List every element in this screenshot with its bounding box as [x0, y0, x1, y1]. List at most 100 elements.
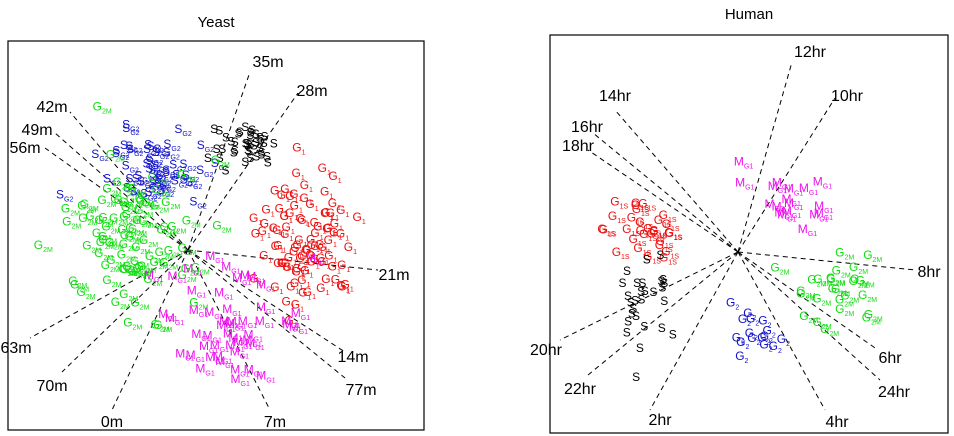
yeast-point: S	[231, 135, 239, 149]
human-point: G2	[736, 335, 749, 351]
yeast-point: G2M	[125, 221, 144, 237]
yeast-point: G1	[272, 223, 285, 239]
human-point: S	[619, 276, 627, 290]
human-point: G2	[745, 326, 758, 342]
yeast-point: MG1	[203, 329, 222, 345]
human-point: MG1	[814, 199, 833, 215]
human-point: S	[638, 276, 646, 290]
human-point: S	[631, 293, 639, 307]
human-ray-label-22hr: 22hr	[564, 381, 597, 398]
yeast-point: G2M	[130, 254, 149, 270]
yeast-point: SG2	[134, 169, 151, 185]
yeast-point: G1	[326, 206, 339, 222]
yeast-ray-35m	[187, 71, 251, 251]
human-point: S	[658, 321, 666, 335]
human-point: MG1	[735, 176, 754, 192]
human-point: MG1	[798, 222, 817, 238]
human-point: MG1	[765, 197, 784, 213]
yeast-point: MG1	[306, 251, 325, 267]
yeast-point: S	[246, 128, 254, 142]
yeast-points: G1G1G1G1G1G1G1G1G1G1G1G1G1G1G1G1G1G1G1G1…	[34, 99, 366, 387]
human-point: MG1	[782, 192, 801, 208]
yeast-point: SG2	[154, 172, 171, 188]
yeast-point: S	[260, 136, 268, 150]
yeast-point: G2M	[114, 193, 133, 209]
yeast-point: G1	[315, 237, 328, 253]
human-point: S	[623, 325, 631, 339]
yeast-point: G2M	[132, 213, 151, 229]
human-point: G2	[757, 331, 770, 347]
yeast-point: G2M	[124, 262, 143, 278]
human-point: G2M	[862, 310, 881, 326]
yeast-point: G1	[321, 206, 334, 222]
yeast-point: G1	[302, 243, 315, 259]
yeast-point: G1	[282, 294, 295, 310]
human-point: G1S	[597, 222, 615, 238]
yeast-point: G1	[259, 249, 272, 265]
human-ray-label-8hr: 8hr	[917, 264, 941, 281]
yeast-point: G1	[295, 251, 308, 267]
yeast-point: G1	[291, 297, 304, 313]
human-point: G2M	[828, 281, 847, 297]
human-ray-2hr	[649, 251, 739, 411]
human-point: G2	[726, 296, 739, 312]
yeast-point: G1	[320, 184, 333, 200]
yeast-point: G1	[297, 273, 310, 289]
human-point: MG1	[784, 196, 803, 212]
yeast-point: SG2	[149, 176, 166, 192]
yeast-point: S	[230, 146, 238, 160]
yeast-point: G2M	[156, 222, 175, 238]
yeast-point: G2M	[109, 211, 128, 227]
yeast-point: MG1	[168, 269, 187, 285]
yeast-point: MG1	[175, 347, 194, 363]
yeast-point: SG2	[197, 138, 214, 154]
yeast-point: S	[213, 142, 221, 156]
human-ray-label-2hr: 2hr	[648, 412, 672, 429]
human-point: MG1	[772, 200, 791, 216]
yeast-point: G2M	[121, 200, 140, 216]
yeast-point: G2M	[93, 99, 112, 115]
yeast-point: MG1	[230, 344, 249, 360]
yeast-point: G2M	[137, 259, 156, 275]
yeast-point: MG1	[216, 318, 235, 334]
human-point: G1S	[636, 223, 654, 239]
human-point: G2	[743, 306, 756, 322]
human-point: MG1	[784, 181, 803, 197]
yeast-point: SG2	[125, 172, 142, 188]
human-point: G1S	[655, 238, 673, 254]
human-point: G2	[760, 329, 773, 345]
yeast-point: G2M	[85, 209, 104, 225]
yeast-ray-70m	[61, 249, 189, 373]
yeast-point: G1	[344, 240, 357, 256]
human-point: G2M	[840, 289, 859, 305]
yeast-point: G1	[270, 183, 283, 199]
human-point: G2	[735, 349, 748, 365]
human-ray-20hr	[559, 251, 739, 341]
human-point: G1S	[632, 202, 650, 218]
human-point: S	[636, 341, 644, 355]
yeast-point: SG2	[162, 163, 179, 179]
yeast-point: S	[246, 151, 254, 165]
yeast-point: G1	[328, 196, 341, 212]
yeast-point: G1	[289, 187, 302, 203]
human-point: G1S	[647, 227, 665, 243]
human-point: G2M	[850, 272, 869, 288]
human-ray-22hr	[587, 251, 739, 376]
yeast-point: MG1	[144, 268, 163, 284]
yeast-point: S	[250, 138, 258, 152]
human-point: G2	[759, 337, 772, 353]
human-point: MG1	[782, 204, 801, 220]
yeast-point: G1	[307, 238, 320, 254]
human-point: G2	[746, 312, 759, 328]
human-point: G2M	[849, 274, 868, 290]
yeast-point: G2M	[76, 285, 95, 301]
yeast-point: SG2	[180, 172, 197, 188]
yeast-point: SG2	[140, 187, 157, 203]
human-point: G1S	[629, 232, 647, 248]
yeast-point: S	[261, 129, 269, 143]
yeast-point: MG1	[195, 362, 214, 378]
yeast-point: MG1	[238, 314, 257, 330]
human-point: G1S	[649, 224, 667, 240]
yeast-point: G1	[284, 313, 297, 329]
